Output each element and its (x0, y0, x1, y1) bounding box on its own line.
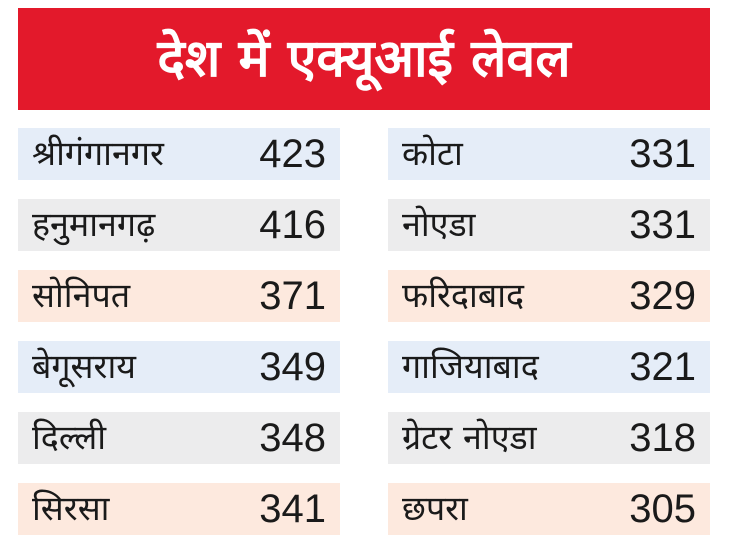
city-name: हनुमानगढ़ (32, 205, 156, 245)
city-name: कोटा (402, 134, 463, 174)
city-name: सोनिपत (32, 276, 131, 316)
title-banner: देश में एक्यूआई लेवल (18, 8, 710, 110)
city-name: ग्रेटर नोएडा (402, 418, 537, 458)
page-title: देश में एक्यूआई लेवल (157, 29, 571, 89)
city-name: श्रीगंगानगर (32, 134, 164, 174)
aqi-value: 321 (629, 345, 696, 389)
aqi-value: 331 (629, 203, 696, 247)
aqi-value: 349 (259, 345, 326, 389)
aqi-value: 371 (259, 274, 326, 318)
table-row: दिल्ली 348 (18, 412, 340, 464)
table-row: फरिदाबाद 329 (388, 270, 710, 322)
right-aqi-column: कोटा 331 नोएडा 331 फरिदाबाद 329 गाजियाबा… (388, 128, 710, 554)
table-row: श्रीगंगानगर 423 (18, 128, 340, 180)
table-row: ग्रेटर नोएडा 318 (388, 412, 710, 464)
city-name: गाजियाबाद (402, 347, 539, 387)
city-name: फरिदाबाद (402, 276, 525, 316)
aqi-value: 318 (629, 416, 696, 460)
aqi-value: 305 (629, 487, 696, 531)
city-name: बेगूसराय (32, 347, 136, 387)
aqi-value: 423 (259, 132, 326, 176)
aqi-value: 341 (259, 487, 326, 531)
table-row: हनुमानगढ़ 416 (18, 199, 340, 251)
aqi-value: 416 (259, 203, 326, 247)
table-row: सिरसा 341 (18, 483, 340, 535)
city-name: नोएडा (402, 205, 476, 245)
table-row: गाजियाबाद 321 (388, 341, 710, 393)
left-aqi-column: श्रीगंगानगर 423 हनुमानगढ़ 416 सोनिपत 371… (18, 128, 340, 554)
city-name: सिरसा (32, 489, 110, 529)
table-row: बेगूसराय 349 (18, 341, 340, 393)
aqi-value: 329 (629, 274, 696, 318)
table-row: नोएडा 331 (388, 199, 710, 251)
city-name: छपरा (402, 489, 468, 529)
table-row: छपरा 305 (388, 483, 710, 535)
table-row: कोटा 331 (388, 128, 710, 180)
aqi-value: 331 (629, 132, 696, 176)
city-name: दिल्ली (32, 418, 107, 458)
table-row: सोनिपत 371 (18, 270, 340, 322)
aqi-value: 348 (259, 416, 326, 460)
